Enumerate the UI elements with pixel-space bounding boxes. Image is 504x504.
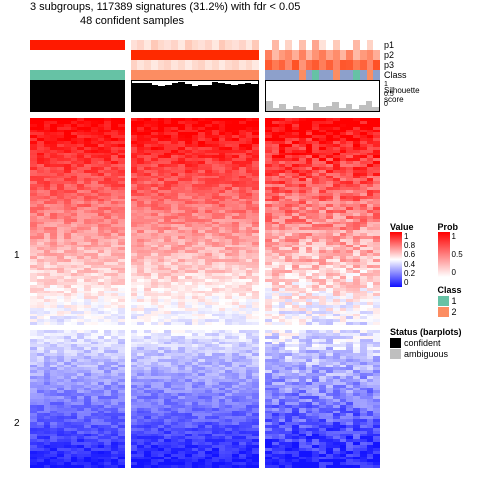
silhouette-plot [30, 80, 125, 112]
p1-row [30, 40, 125, 50]
legend-prob-title: Prob [438, 222, 462, 232]
silhouette-plot [265, 80, 380, 112]
annot-label-Class: Class [384, 70, 420, 80]
row-label-1: 1 [14, 250, 20, 261]
class-legend-items: 12 [438, 296, 462, 317]
main-plot-area [30, 40, 380, 468]
class-row [30, 70, 125, 80]
title-line-2: 48 confident samples [30, 14, 504, 28]
panel-1 [30, 40, 125, 468]
p3-row [131, 60, 259, 70]
panel-3 [265, 40, 380, 468]
p3-row [265, 60, 380, 70]
prob-ticks: 10.50 [452, 232, 463, 277]
heatmap [131, 118, 259, 468]
annot-label-p3: p3 [384, 60, 420, 70]
prob-colorbar [438, 232, 450, 277]
p1-row [131, 40, 259, 50]
annot-label-p2: p2 [384, 50, 420, 60]
p3-row [30, 60, 125, 70]
p1-row [265, 40, 380, 50]
status-legend-items: confidentambiguous [390, 338, 462, 359]
annot-label-p1: p1 [384, 40, 420, 50]
heatmap [30, 118, 125, 468]
class-row [265, 70, 380, 80]
heatmap [265, 118, 380, 468]
panel-2 [131, 40, 259, 468]
silhouette-ticks: 10.50 [384, 80, 394, 110]
p2-row [30, 50, 125, 60]
p2-row [131, 50, 259, 60]
p2-row [265, 50, 380, 60]
value-ticks: 10.80.60.40.20 [404, 232, 415, 287]
class-row [131, 70, 259, 80]
silhouette-plot [131, 80, 259, 112]
legend-value-title: Value [390, 222, 414, 232]
row-label-2: 2 [14, 418, 20, 429]
legend-area: Value 10.80.60.40.20 Prob 10.50 Class 12… [390, 222, 462, 369]
value-colorbar [390, 232, 402, 287]
legend-status-title: Status (barplots) [390, 327, 462, 337]
title-line-1: 3 subgroups, 117389 signatures (31.2%) w… [30, 0, 504, 14]
legend-class-title: Class [438, 285, 462, 295]
